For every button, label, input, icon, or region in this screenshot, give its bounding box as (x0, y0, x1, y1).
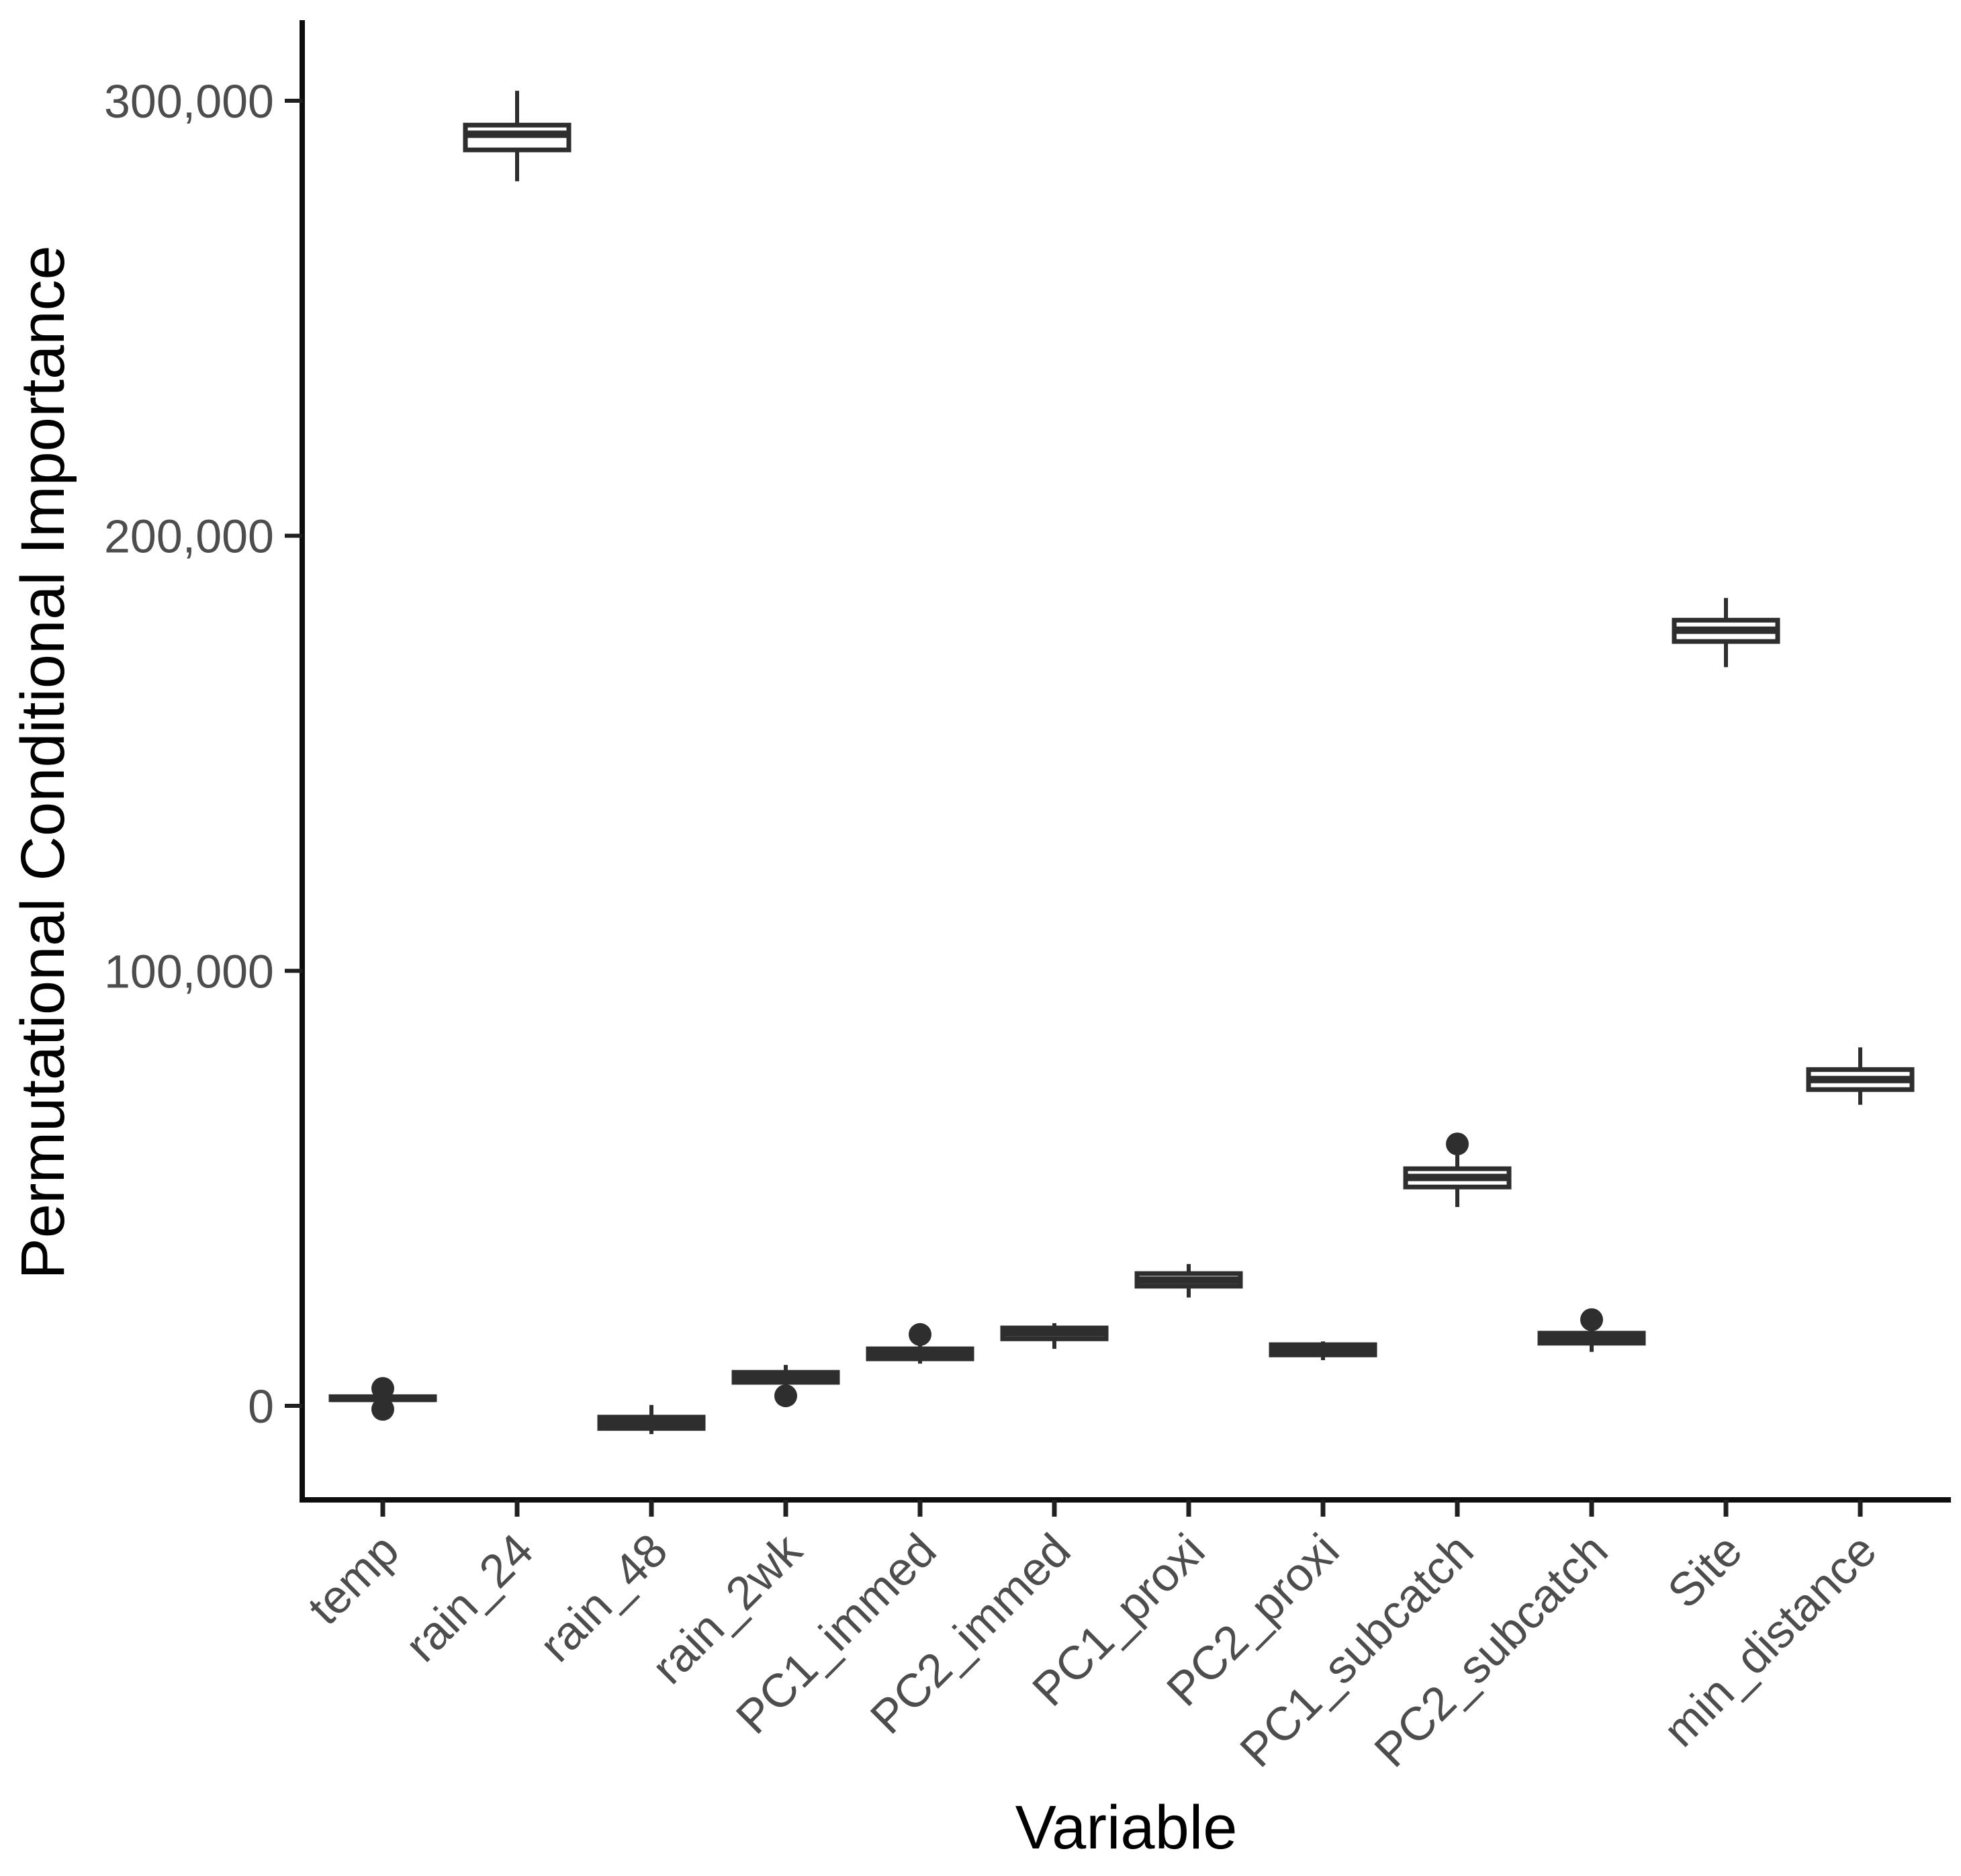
x-tick-label: rain_24 (395, 1523, 543, 1671)
y-tick-label: 0 (248, 1380, 274, 1433)
y-tick-label: 300,000 (104, 75, 274, 128)
outlier-dot-PC2_subcatch (1580, 1308, 1603, 1331)
outlier-dot-temp (371, 1377, 394, 1400)
x-tick-label: PC1_subcatch (1230, 1523, 1484, 1777)
outlier-dot-PC1_subcatch (1446, 1132, 1469, 1156)
x-tick-label: Site (1657, 1523, 1751, 1617)
y-tick-label: 100,000 (104, 945, 274, 997)
x-axis-title: Variable (1015, 1793, 1238, 1862)
y-tick-label: 200,000 (104, 510, 274, 563)
x-tick-label: PC2_subcatch (1365, 1523, 1618, 1777)
outlier-dot-rain_2wk (774, 1384, 797, 1408)
outlier-dot-temp (371, 1398, 394, 1421)
plot-area: 0100,000200,000300,000temprain_24rain_48… (104, 20, 1951, 1777)
y-axis-title: Permutational Conditional Importance (9, 245, 77, 1279)
x-tick-label: temp (298, 1523, 408, 1634)
outlier-dot-PC1_immed (909, 1323, 931, 1346)
